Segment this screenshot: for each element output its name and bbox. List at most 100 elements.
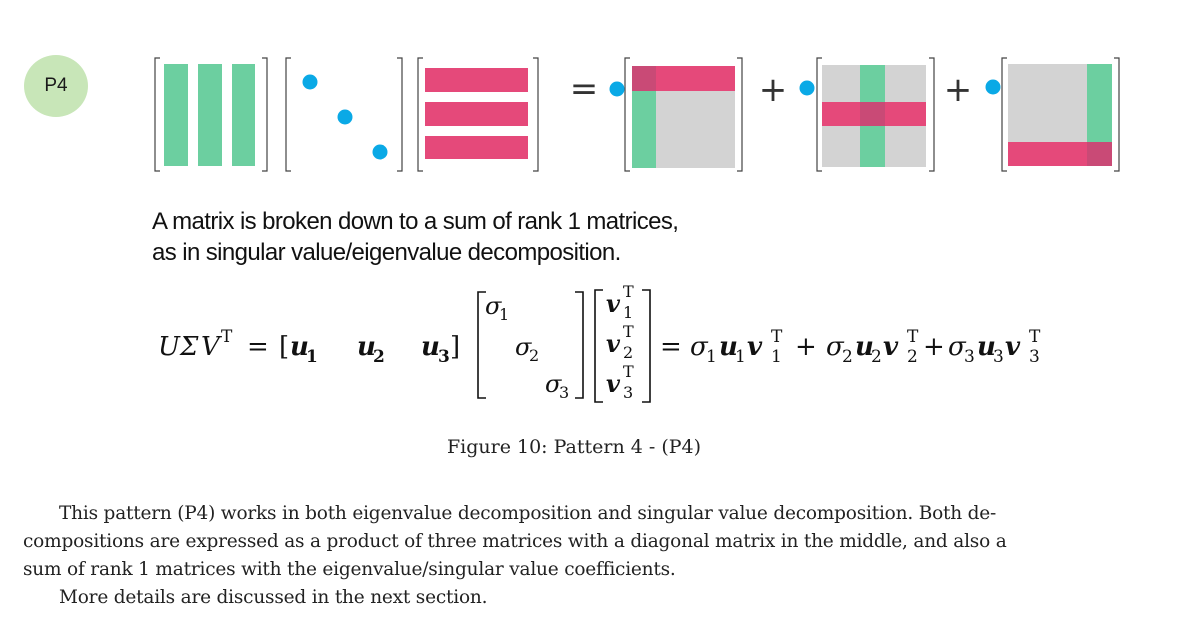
term2-overlap — [860, 102, 885, 126]
term2-bracket-left — [816, 57, 822, 172]
term3-overlap — [1087, 142, 1112, 166]
eq-u2-sub: 2 — [373, 347, 385, 367]
eq-equals-2: = — [660, 332, 682, 362]
eq-u1-sub: 1 — [306, 347, 318, 367]
eq-V: V — [201, 332, 222, 362]
eq-close-bracket-u: ] — [450, 332, 460, 362]
body-line-1: This pattern (P4) works in both eigenval… — [59, 503, 997, 524]
body-paragraph: This pattern (P4) works in both eigenval… — [23, 500, 1127, 612]
eq-sigma-entry-3: σ — [545, 370, 562, 398]
vt-vector-bracket-left — [594, 289, 603, 403]
eq-U: U — [158, 332, 181, 362]
eq-term2-v-sup: T — [907, 327, 919, 347]
matrix-u-bracket-right — [262, 57, 268, 172]
sigma-matrix-bracket-left — [477, 291, 486, 399]
term2-bracket-right — [929, 57, 935, 172]
matrix-vt-bracket-left — [417, 57, 423, 172]
eq-u1: u — [290, 332, 309, 362]
eq-v2t-sub: 2 — [623, 343, 633, 362]
eq-term3-sigma: σ — [948, 332, 967, 362]
eq-term3-v-sub: 3 — [1029, 347, 1040, 367]
term3-coefficient-dot — [985, 79, 1001, 95]
diagram-equals-sign: = — [570, 69, 599, 109]
eq-plus-1: + — [795, 332, 817, 362]
eq-v3t-sup: T — [623, 362, 634, 381]
eq-term2-sigma-sub: 2 — [842, 347, 853, 367]
eq-term2-u: u — [855, 332, 874, 362]
eq-term1-v-sub: 1 — [771, 347, 782, 367]
eq-term1-u-sub: 1 — [735, 347, 746, 367]
eq-term3-v: v — [1005, 332, 1021, 362]
eq-term1-sigma: σ — [690, 332, 709, 362]
diagram-plus-sign-1: + — [759, 70, 788, 110]
body-line-4: More details are discussed in the next s… — [59, 587, 488, 608]
matrix-vt-bracket-right — [533, 57, 539, 172]
term3-bracket-left — [1001, 57, 1007, 172]
eq-v1t: v — [606, 289, 621, 318]
eq-sigma-entry-1-sub: 1 — [499, 305, 509, 324]
eq-open-bracket-u: [ — [279, 332, 289, 362]
eq-sigma-entry-1: σ — [485, 292, 502, 320]
pattern-badge-label: P4 — [44, 75, 68, 96]
term1-bracket-left — [624, 57, 630, 172]
u-column-3 — [232, 64, 255, 166]
eq-sigma-entry-2: σ — [515, 333, 532, 361]
term1-coefficient-dot — [609, 81, 625, 97]
sigma-dot-2 — [337, 109, 353, 125]
u-column-1 — [164, 64, 188, 166]
eq-V-transpose: T — [221, 327, 233, 347]
vt-row-1 — [425, 68, 528, 92]
svd-equation: U Σ V T = [ u 1 u 2 u 3 ] σ 1 σ 2 σ 3 — [158, 282, 1041, 403]
eq-term1-u: u — [719, 332, 738, 362]
eq-v2t: v — [606, 329, 621, 358]
term2-coefficient-dot — [799, 80, 815, 96]
matrix-decomposition-diagram: = + + — [154, 57, 1120, 172]
matrix-sigma-bracket-left — [285, 57, 291, 172]
eq-v3t-sub: 3 — [623, 383, 633, 402]
eq-u2: u — [357, 332, 376, 362]
body-line-2: compositions are expressed as a product … — [23, 531, 1007, 552]
pattern-badge: P4 — [24, 55, 88, 117]
eq-term2-v: v — [883, 332, 899, 362]
eq-u3-sub: 3 — [438, 347, 450, 367]
u-column-2 — [198, 64, 222, 166]
eq-equals-1: = — [247, 332, 269, 362]
matrix-u-bracket-left — [154, 57, 160, 172]
eq-term3-v-sup: T — [1029, 327, 1041, 347]
matrix-sigma-bracket-right — [397, 57, 403, 172]
sigma-dot-1 — [302, 74, 318, 90]
eq-term1-v-sup: T — [771, 327, 783, 347]
vt-row-3 — [425, 136, 528, 159]
eq-term3-sigma-sub: 3 — [964, 347, 975, 367]
eq-v1t-sub: 1 — [623, 303, 633, 322]
eq-v2t-sup: T — [623, 322, 634, 341]
eq-term3-u-sub: 3 — [993, 347, 1004, 367]
eq-term2-v-sub: 2 — [907, 347, 918, 367]
eq-sigma-entry-3-sub: 3 — [559, 383, 569, 402]
vt-vector-bracket-right — [642, 289, 651, 403]
figure-caption: Figure 10: Pattern 4 - (P4) — [446, 436, 702, 458]
eq-term2-sigma: σ — [826, 332, 845, 362]
eq-term2-u-sub: 2 — [871, 347, 882, 367]
term1-overlap — [632, 66, 656, 91]
eq-term1-v: v — [747, 332, 763, 362]
eq-v3t: v — [606, 369, 621, 398]
sigma-dot-3 — [372, 144, 388, 160]
term1-bracket-right — [737, 57, 743, 172]
eq-term1-sigma-sub: 1 — [706, 347, 717, 367]
eq-term3-u: u — [977, 332, 996, 362]
eq-plus-2: + — [923, 332, 945, 362]
vt-row-2 — [425, 102, 528, 126]
sigma-matrix-bracket-right — [575, 291, 584, 399]
diagram-plus-sign-2: + — [944, 70, 973, 110]
term3-bracket-right — [1114, 57, 1120, 172]
body-line-3: sum of rank 1 matrices with the eigenval… — [23, 559, 676, 580]
statement-line-1: A matrix is broken down to a sum of rank… — [152, 208, 679, 235]
eq-v1t-sup: T — [623, 282, 634, 301]
eq-Sigma: Σ — [179, 332, 199, 362]
eq-u3: u — [421, 332, 440, 362]
eq-sigma-entry-2-sub: 2 — [529, 346, 539, 365]
decomposition-statement: A matrix is broken down to a sum of rank… — [152, 206, 852, 268]
statement-line-2: as in singular value/eigenvalue decompos… — [152, 239, 621, 266]
